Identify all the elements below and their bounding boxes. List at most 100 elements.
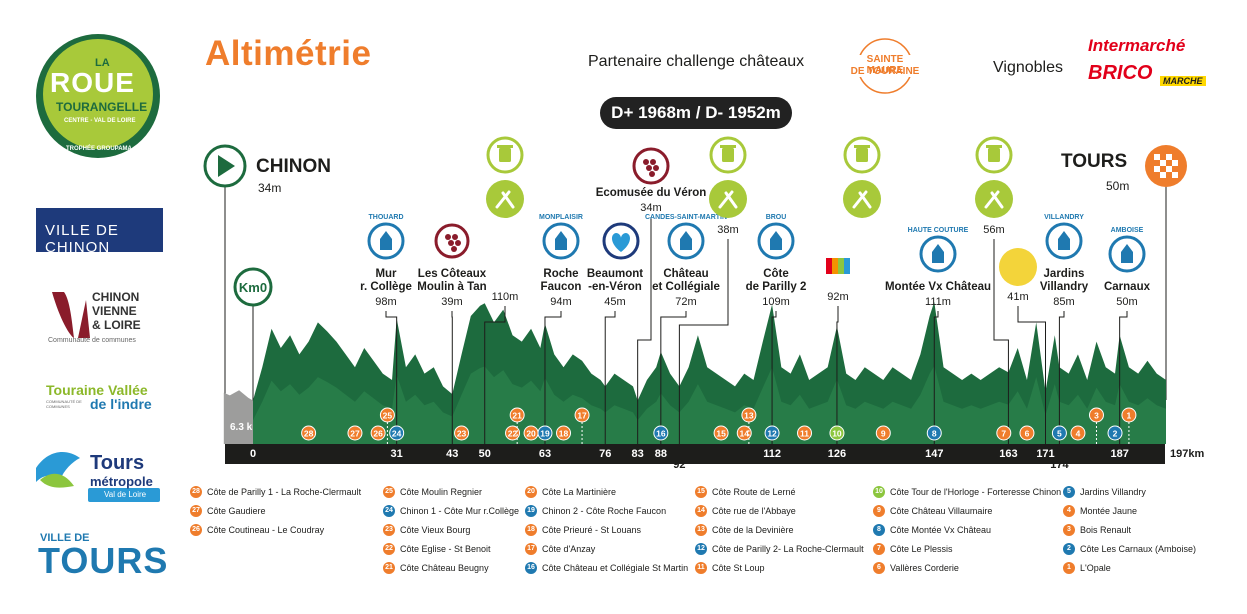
- bin-icon-134: [856, 148, 868, 162]
- city-sign-label-63: MONPLAISIR: [539, 214, 583, 221]
- point-name-63: Faucon: [541, 281, 582, 293]
- climb-number-4: 4: [1076, 429, 1081, 439]
- km-tick-88: 88: [655, 448, 667, 460]
- neutral-distance-label: 6.3 km: [230, 422, 261, 433]
- city-sign-house-88: [680, 231, 692, 250]
- climb-number-11: 11: [800, 429, 809, 439]
- finish-city-label: TOURS: [1061, 151, 1127, 173]
- km0-label: Km0: [239, 280, 267, 295]
- touraine-vallee-text-3: COMMUNAUTÉ DE COMMUNES: [46, 399, 86, 409]
- race-logo-roue: ROUE: [50, 67, 135, 99]
- cc-chinon-text-3: & LOIRE: [92, 318, 141, 332]
- point-name-43: Les Côteaux: [418, 268, 487, 280]
- leader-line-76: [605, 311, 615, 444]
- elevation-profile: [253, 302, 1166, 444]
- fork-icon-92: [720, 192, 732, 207]
- neutral-start-area: [224, 390, 253, 444]
- legend-badge-14: 14: [695, 505, 707, 517]
- climb-number-15: 15: [716, 429, 726, 439]
- point-altitude-187: 50m: [1116, 296, 1137, 308]
- tours-metropole-text-1: Tours: [90, 452, 144, 475]
- legend-badge-11: 11: [695, 562, 707, 574]
- legend-label-10: Côte Tour de l'Horloge - Forteresse Chin…: [890, 487, 1069, 497]
- climb-marker-9: [876, 426, 890, 440]
- brico-marche-logo: MARCHE: [1160, 76, 1206, 86]
- climb-number-2: 2: [1113, 429, 1118, 439]
- climb-marker-1: [1122, 408, 1136, 422]
- climb-marker-19: [538, 426, 552, 440]
- km-tick-126: 126: [828, 448, 846, 460]
- coteaux-grape-icon: [436, 225, 468, 257]
- city-sign-house-187: [1121, 244, 1133, 263]
- climb-marker-10: [830, 426, 844, 440]
- tours-metropole-text-3: Val de Loire: [104, 490, 146, 499]
- race-logo-tourangelle: TOURANGELLE: [56, 100, 147, 114]
- legend-item-10: 10 Côte Tour de l'Horloge - Forteresse Ch…: [873, 486, 1069, 498]
- legend-badge-6: 6: [873, 562, 885, 574]
- climb-number-5: 5: [1057, 429, 1062, 439]
- legend-badge-24: 24: [383, 505, 395, 517]
- point-name-43: Moulin à Tan: [417, 281, 486, 293]
- climb-number-18: 18: [559, 429, 569, 439]
- point-name-83: Ecomusée du Véron: [596, 187, 707, 199]
- point-leader-lines: [386, 217, 1127, 444]
- partner-label: Partenaire challenge châteaux: [588, 53, 804, 71]
- climb-marker-6: [1020, 426, 1034, 440]
- legend-label-18: Côte Prieuré - St Louans: [542, 525, 641, 535]
- climb-number-9: 9: [881, 429, 886, 439]
- legend-label-24: Chinon 1 - Côte Mur r.Collège: [400, 506, 519, 516]
- cc-chinon-text-4: Communauté de communes: [48, 337, 136, 344]
- climb-number-27: 27: [350, 429, 360, 439]
- city-sign-label-187: AMBOISE: [1111, 227, 1144, 234]
- leader-line-92: [679, 239, 728, 444]
- climb-marker-21: [510, 408, 524, 422]
- city-sign-icon-31: [369, 224, 403, 258]
- legend-label-25: Côte Moulin Regnier: [400, 487, 482, 497]
- point-name-63: Roche: [543, 268, 578, 280]
- climb-number-3: 3: [1094, 411, 1099, 421]
- city-sign-house-63: [555, 231, 567, 250]
- point-name-31: r. Collège: [360, 281, 412, 293]
- climb-marker-13: [742, 408, 756, 422]
- point-altitude-88: 72m: [675, 296, 696, 308]
- city-sign-icon-112: [759, 224, 793, 258]
- fork-icon-134: [854, 192, 866, 207]
- climb-number-23: 23: [457, 429, 467, 439]
- race-logo-region: CENTRE - VAL DE LOIRE: [64, 118, 135, 124]
- feed-zone-icon-50: [486, 180, 524, 218]
- legend-label-11: Côte St Loup: [712, 563, 765, 573]
- climb-number-7: 7: [1001, 429, 1006, 439]
- climb-marker-2: [1108, 426, 1122, 440]
- legend-badge-25: 25: [383, 486, 395, 498]
- legend-badge-23: 23: [383, 524, 395, 536]
- legend-badge-28: 28: [190, 486, 202, 498]
- knife-icon-92: [726, 193, 736, 207]
- legend-badge-5: 5: [1063, 486, 1075, 498]
- point-name-147: Montée Vx Château: [885, 281, 991, 293]
- finish-flag-icon: [1145, 145, 1187, 400]
- km0-marker: Km0: [235, 269, 271, 440]
- point-altitude-126: 92m: [827, 291, 848, 303]
- km-tick-187: 187: [1110, 448, 1128, 460]
- km-tick-92: 92: [673, 459, 685, 471]
- legend-label-13: Côte de la Devinière: [712, 525, 794, 535]
- legend-badge-27: 27: [190, 505, 202, 517]
- climb-number-13: 13: [744, 411, 754, 421]
- climb-marker-23: [455, 426, 469, 440]
- bin-lid-icon-163: [986, 145, 1002, 148]
- legend-badge-2: 2: [1063, 543, 1075, 555]
- legend-label-26: Côte Coutineau - Le Coudray: [207, 525, 324, 535]
- legend-badge-10: 10: [873, 486, 885, 498]
